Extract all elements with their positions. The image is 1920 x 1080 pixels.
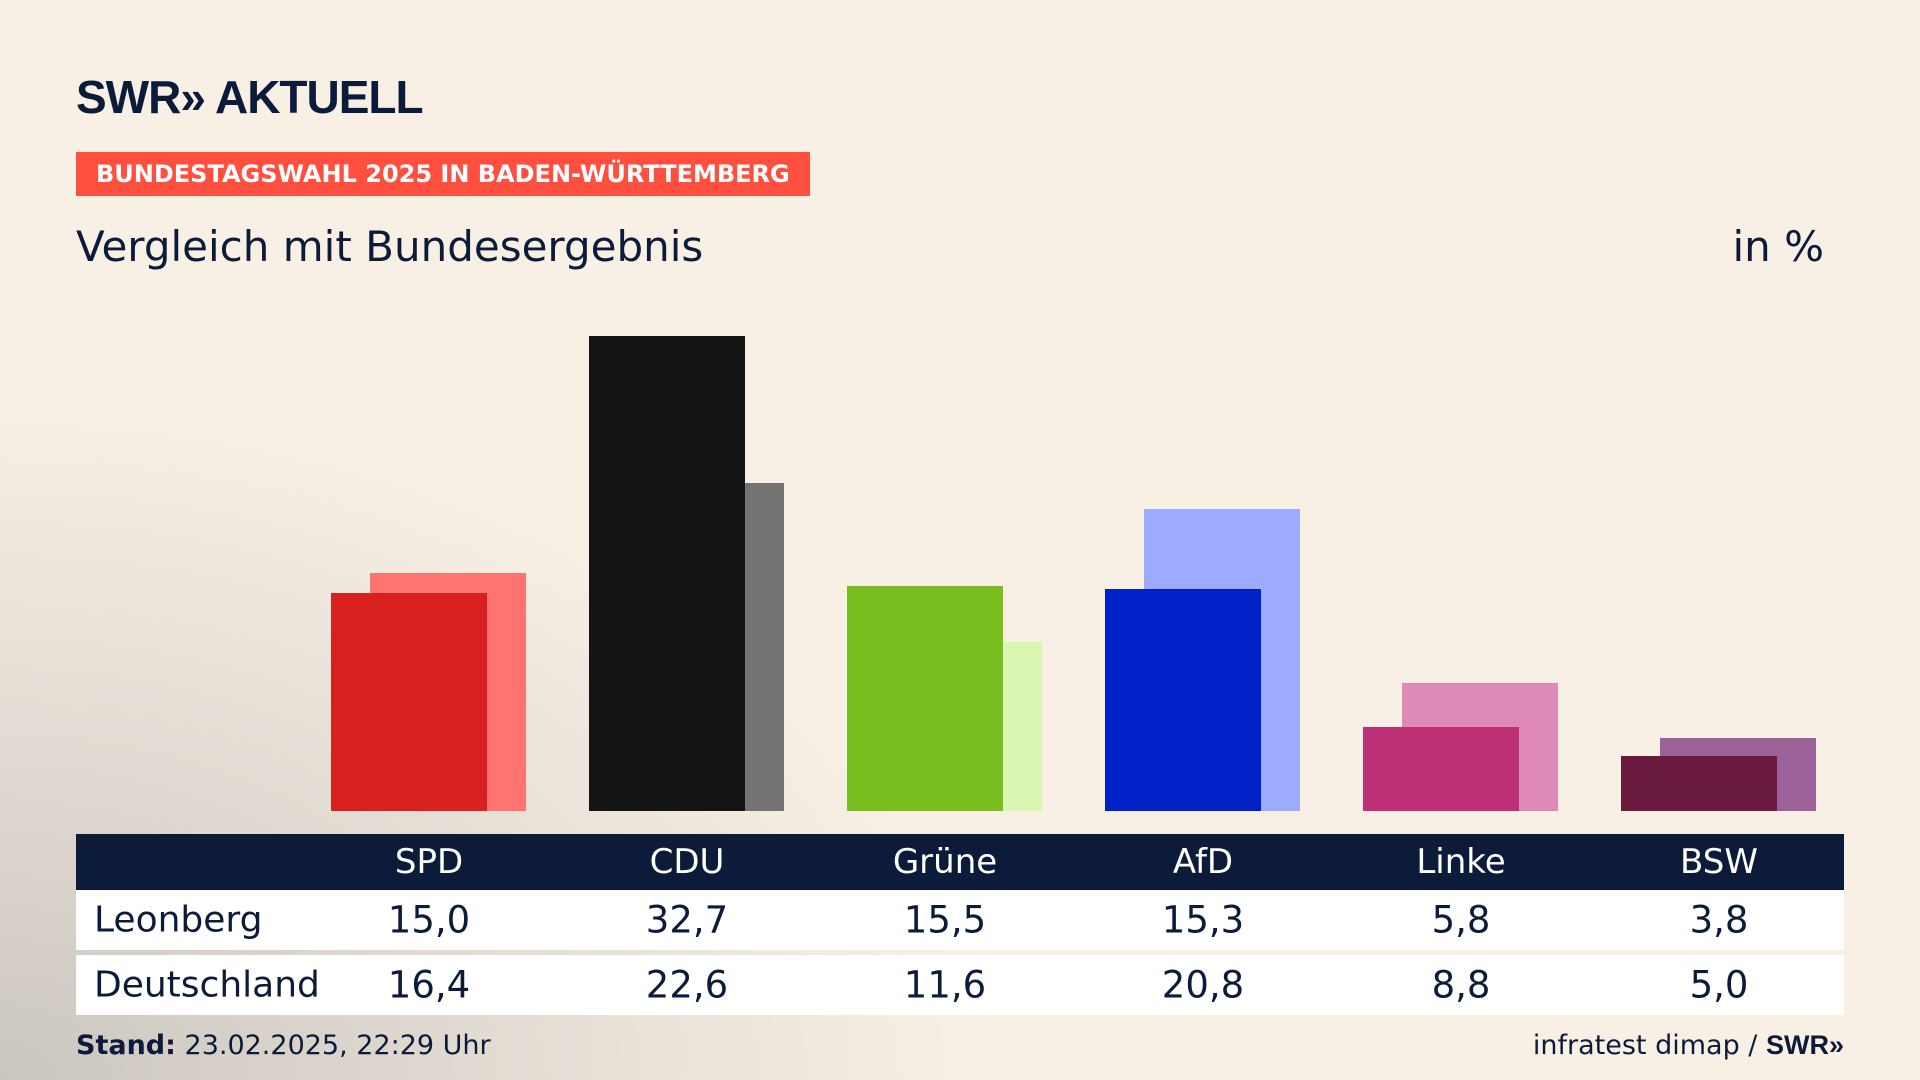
unit-label: in % xyxy=(1732,222,1824,271)
bar-spd-leonberg xyxy=(331,593,487,811)
bar-linke-leonberg xyxy=(1363,726,1519,811)
table-row-deutschland: Deutschland 16,4 22,6 11,6 20,8 8,8 5,0 xyxy=(76,955,1844,1015)
swr-logo-small: SWR» xyxy=(1765,1030,1844,1060)
table-row-leonberg: Leonberg 15,0 32,7 15,5 15,3 5,8 3,8 xyxy=(76,890,1844,950)
value-cell: 8,8 xyxy=(1431,963,1491,1007)
row-label: Deutschland xyxy=(94,964,320,1006)
value-cell: 22,6 xyxy=(645,963,729,1007)
timestamp-value: 23.02.2025, 22:29 Uhr xyxy=(184,1030,491,1061)
bar-afd-leonberg xyxy=(1105,588,1261,811)
value-cell: 3,8 xyxy=(1689,898,1749,942)
source: infratest dimap / SWR» xyxy=(1533,1030,1844,1061)
table-header: SPD CDU Grüne AfD Linke BSW xyxy=(76,834,1844,890)
timestamp: Stand: 23.02.2025, 22:29 Uhr xyxy=(76,1030,491,1061)
timestamp-label: Stand: xyxy=(76,1030,176,1061)
swr-aktuell-logo: SWR» AKTUELL xyxy=(76,71,424,123)
bar-grüne-leonberg xyxy=(847,585,1003,811)
value-cell: 5,0 xyxy=(1689,963,1749,1007)
chart-title: Vergleich mit Bundesergebnis xyxy=(76,222,704,271)
column-header: SPD xyxy=(394,842,464,882)
column-header: CDU xyxy=(649,842,725,882)
bar-cdu-leonberg xyxy=(589,335,745,811)
bar-bsw-leonberg xyxy=(1621,755,1777,811)
column-header: Grüne xyxy=(892,842,998,882)
column-header: BSW xyxy=(1680,842,1758,882)
source-text: infratest dimap / xyxy=(1532,1030,1766,1061)
column-header: Linke xyxy=(1416,842,1506,882)
value-cell: 15,3 xyxy=(1161,898,1245,942)
column-header: AfD xyxy=(1172,842,1234,882)
value-cell: 20,8 xyxy=(1161,963,1245,1007)
value-cell: 15,5 xyxy=(903,898,987,942)
value-cell: 11,6 xyxy=(903,963,987,1007)
row-label: Leonberg xyxy=(94,899,263,941)
value-cell: 32,7 xyxy=(645,898,729,942)
value-cell: 5,8 xyxy=(1431,898,1491,942)
value-cell: 15,0 xyxy=(387,898,471,942)
value-cell: 16,4 xyxy=(387,963,471,1007)
election-banner: BUNDESTAGSWAHL 2025 IN BADEN-WÜRTTEMBERG xyxy=(76,152,810,196)
